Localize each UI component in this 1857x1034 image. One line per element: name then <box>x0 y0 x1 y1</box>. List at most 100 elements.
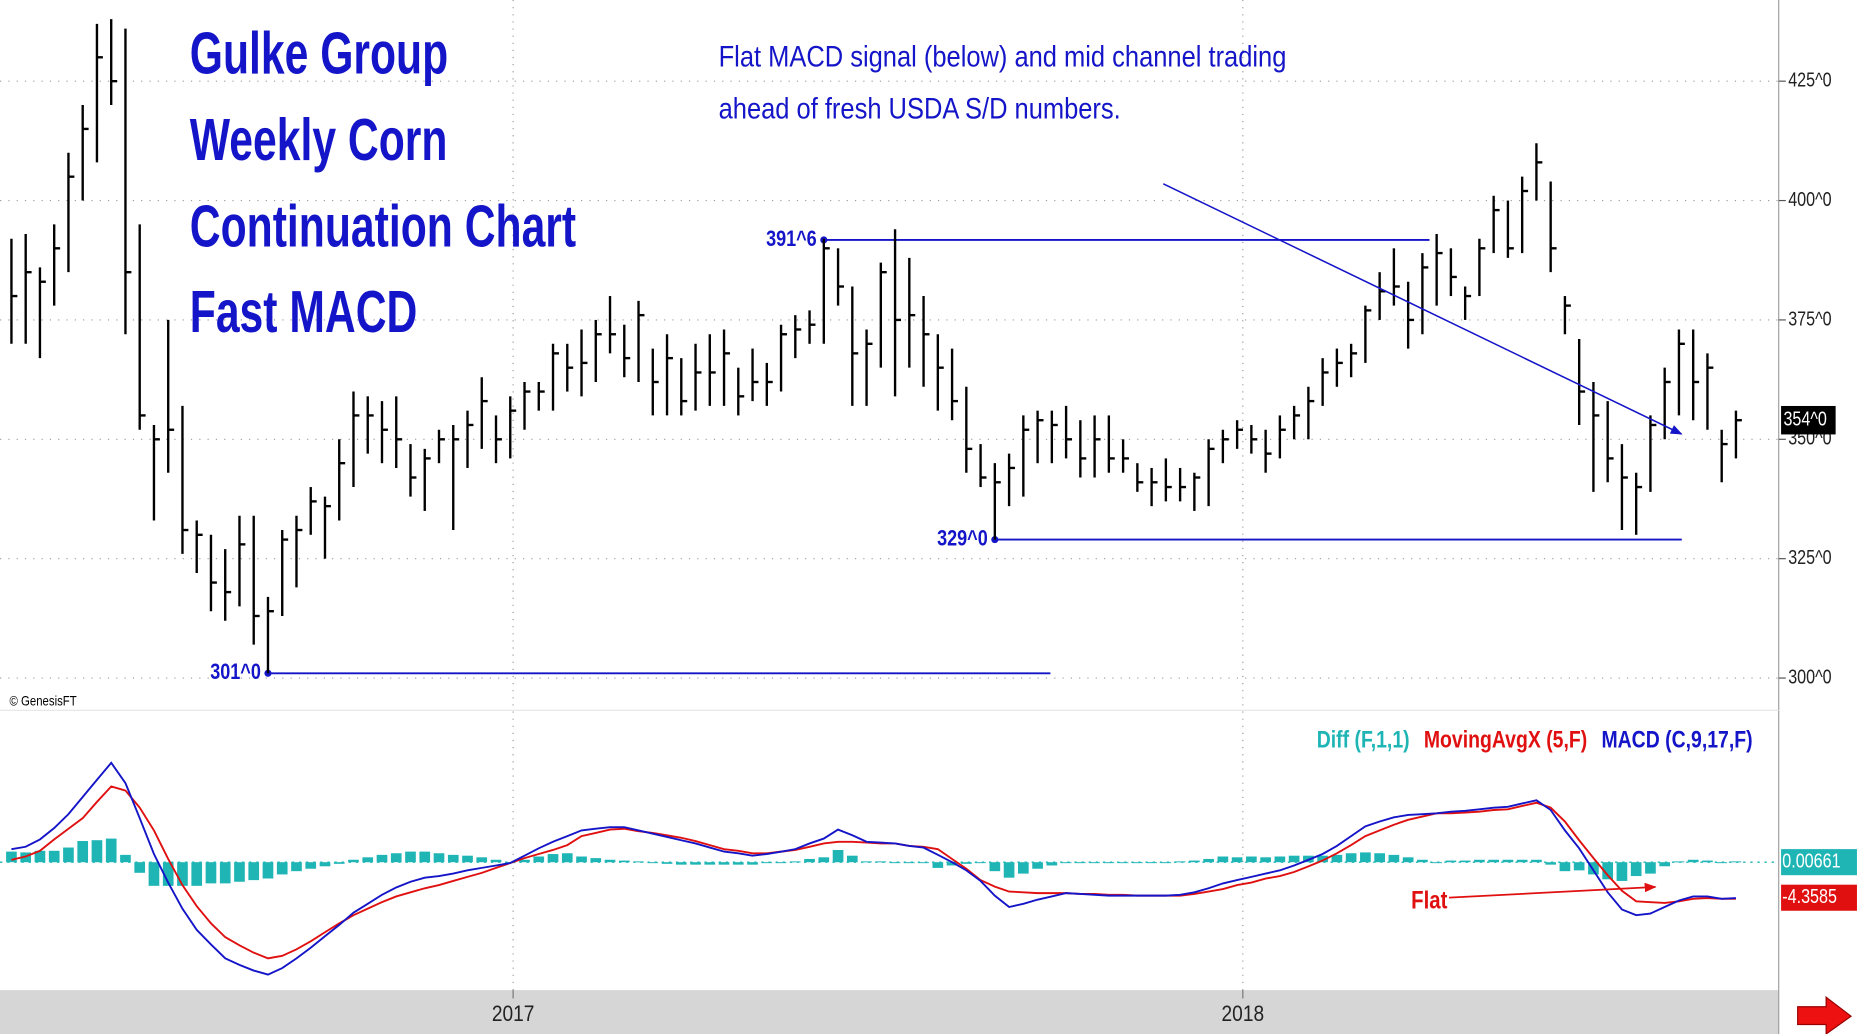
histogram-bar <box>1018 862 1029 874</box>
last-value-label-group: -4.3585 <box>1782 884 1837 907</box>
histogram-bar <box>1032 862 1043 869</box>
histogram-bar <box>333 862 345 864</box>
histogram-bar <box>134 862 146 873</box>
histogram-bar <box>1588 862 1599 875</box>
histogram-bar <box>804 858 815 863</box>
histogram-bar <box>989 862 1001 872</box>
histogram-bar <box>219 862 231 884</box>
histogram-bar <box>376 854 388 863</box>
histogram-bar <box>633 861 644 863</box>
histogram-bar <box>1502 859 1514 863</box>
y-tick-label-group: 425^0 <box>1788 68 1831 91</box>
histogram-bar <box>1089 862 1100 864</box>
histogram-bar <box>533 856 545 863</box>
histogram-bar <box>1474 859 1485 863</box>
date-strip <box>0 990 1779 1034</box>
annotation-line: Flat MACD signal (below) and mid channel… <box>719 40 1287 73</box>
histogram-bar <box>1345 853 1357 863</box>
y-tick-label-group: 400^0 <box>1788 187 1831 210</box>
histogram-bar <box>1645 862 1656 874</box>
y-tick-label: 325^0 <box>1788 545 1831 568</box>
title-line: Weekly Corn <box>190 106 448 173</box>
histogram-bar <box>462 855 473 863</box>
histogram-bar <box>262 862 274 879</box>
source-group: © GenesisFT <box>10 692 77 709</box>
source: © GenesisFT <box>10 692 77 709</box>
last-value-label: -4.3585 <box>1782 884 1837 907</box>
legend-entry-group: MovingAvgX (5,F) <box>1424 726 1587 753</box>
histogram-bar <box>519 859 530 863</box>
histogram-bar <box>889 862 901 864</box>
histogram-bar <box>675 862 687 865</box>
histogram-bar <box>1060 862 1072 864</box>
histogram-bar <box>419 851 431 863</box>
histogram-bar <box>34 850 46 863</box>
histogram-bar <box>647 862 659 864</box>
histogram-bar <box>1545 862 1557 865</box>
histogram-bar <box>1459 860 1471 863</box>
title-line: Continuation Chart <box>190 193 576 260</box>
flat-label: Flat <box>1411 885 1448 913</box>
histogram-bar <box>1417 859 1428 863</box>
y-tick-label: 375^0 <box>1788 306 1831 329</box>
histogram-bar <box>1374 853 1385 863</box>
histogram-bar <box>234 862 245 882</box>
histogram-bar <box>918 862 929 864</box>
histogram-bar <box>1203 858 1214 863</box>
histogram-bar <box>1702 860 1713 863</box>
histogram-bar <box>48 850 60 863</box>
last-value-box <box>1781 884 1857 911</box>
histogram-bar <box>832 849 844 863</box>
last-value-label-group: 0.00661 <box>1782 849 1840 872</box>
histogram-bar <box>490 859 502 863</box>
histogram-bar <box>946 862 958 866</box>
histogram-bar <box>1003 862 1015 878</box>
x-tick-label-group: 2017 <box>492 1002 535 1027</box>
level-label: 391^6 <box>766 227 817 251</box>
histogram-bar <box>305 862 317 869</box>
histogram-bar <box>1573 862 1585 871</box>
title-line: Fast MACD <box>190 278 418 345</box>
last-price-label: 354^0 <box>1783 407 1826 430</box>
histogram-bar <box>248 862 260 881</box>
histogram-bar <box>362 857 374 863</box>
histogram-bar <box>1160 862 1172 864</box>
histogram-bar <box>1445 860 1457 863</box>
histogram-bar <box>789 861 801 863</box>
histogram-bar <box>1189 860 1200 863</box>
trend-line <box>1162 183 1683 435</box>
annotation-line: ahead of fresh USDA S/D numbers. <box>719 92 1121 125</box>
histogram-bar <box>1217 856 1229 863</box>
flat-arrow <box>1449 882 1657 899</box>
histogram-bar <box>618 860 630 863</box>
level-label: 301^0 <box>210 660 261 684</box>
histogram-bar <box>191 862 203 886</box>
histogram-bar <box>761 862 773 864</box>
histogram-bar <box>1531 859 1542 863</box>
histogram-bar <box>6 851 17 863</box>
histogram-bar <box>960 862 972 864</box>
histogram-bar <box>1630 862 1642 877</box>
scroll-arrow[interactable] <box>1797 996 1853 1034</box>
title-line: Gulke Group <box>190 20 448 87</box>
histogram-bar <box>875 861 887 863</box>
histogram-bar <box>348 859 359 863</box>
histogram-bar <box>1246 856 1257 863</box>
histogram-bar <box>1730 861 1742 863</box>
level-label-group: 329^0 <box>937 527 988 551</box>
level-label-group: 391^6 <box>766 227 817 251</box>
y-tick-label-group: 300^0 <box>1788 665 1831 688</box>
histogram-bar <box>91 840 103 863</box>
histogram-bar <box>177 862 188 886</box>
histogram-bar <box>1516 859 1528 863</box>
histogram-bar <box>447 854 459 863</box>
histogram-bar <box>1075 862 1086 864</box>
histogram-bar <box>148 862 160 886</box>
histogram-bar <box>903 862 915 864</box>
annotation-group: Flat MACD signal (below) and mid channel… <box>719 40 1287 125</box>
histogram-bar <box>1673 861 1685 863</box>
histogram-bar <box>861 861 872 863</box>
histogram-bar <box>1260 857 1271 863</box>
histogram-bar <box>120 854 131 863</box>
level-label-group: 301^0 <box>210 660 261 684</box>
